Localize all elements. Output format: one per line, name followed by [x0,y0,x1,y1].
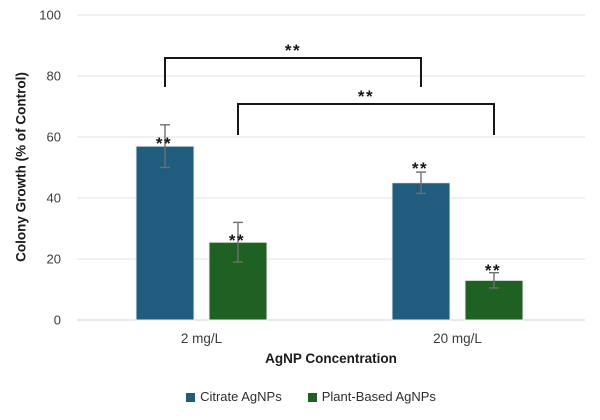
significance-bracket-citrate-agnps [164,57,422,87]
significance-asterisks-citrate-agnps-2-mg-l: ** [156,134,172,153]
y-axis-title: Colony Growth (% of Control) [13,72,29,262]
x-tick-label-2-mg-l: 2 mg/L [181,331,223,346]
significance-asterisks-plant-based-agnps-20-mg-l: ** [485,261,501,280]
bracket-asterisks-citrate-agnps: ** [285,41,301,60]
y-tick-label-20: 20 [47,252,61,267]
legend-item-plant-based-agnps: Plant-Based AgNPs [307,389,436,404]
bar-citrate-agnps-2-mg-l [135,145,195,321]
y-tick-label-40: 40 [47,191,61,206]
legend-swatch-plant-based-agnps [307,392,317,402]
x-tick-label-20-mg-l: 20 mg/L [433,331,482,346]
x-axis-title: AgNP Concentration [265,351,397,366]
legend-swatch-citrate-agnps [186,392,196,402]
legend-label-plant-based-agnps: Plant-Based AgNPs [321,389,436,404]
bracket-asterisks-plant-based-agnps: ** [358,87,374,106]
y-tick-label-0: 0 [54,313,61,328]
legend-label-citrate-agnps: Citrate AgNPs [200,389,282,404]
legend-item-citrate-agnps: Citrate AgNPs [186,389,282,404]
y-tick-label-60: 60 [47,130,61,145]
legend: Citrate AgNPs Plant-Based AgNPs [0,389,600,404]
y-tick-label-80: 80 [47,69,61,84]
y-tick-label-100: 100 [39,8,61,23]
significance-bracket-plant-based-agnps [237,103,495,135]
significance-asterisks-plant-based-agnps-2-mg-l: ** [229,231,245,250]
significance-asterisks-citrate-agnps-20-mg-l: ** [412,159,428,178]
bar-citrate-agnps-20-mg-l [391,182,451,321]
